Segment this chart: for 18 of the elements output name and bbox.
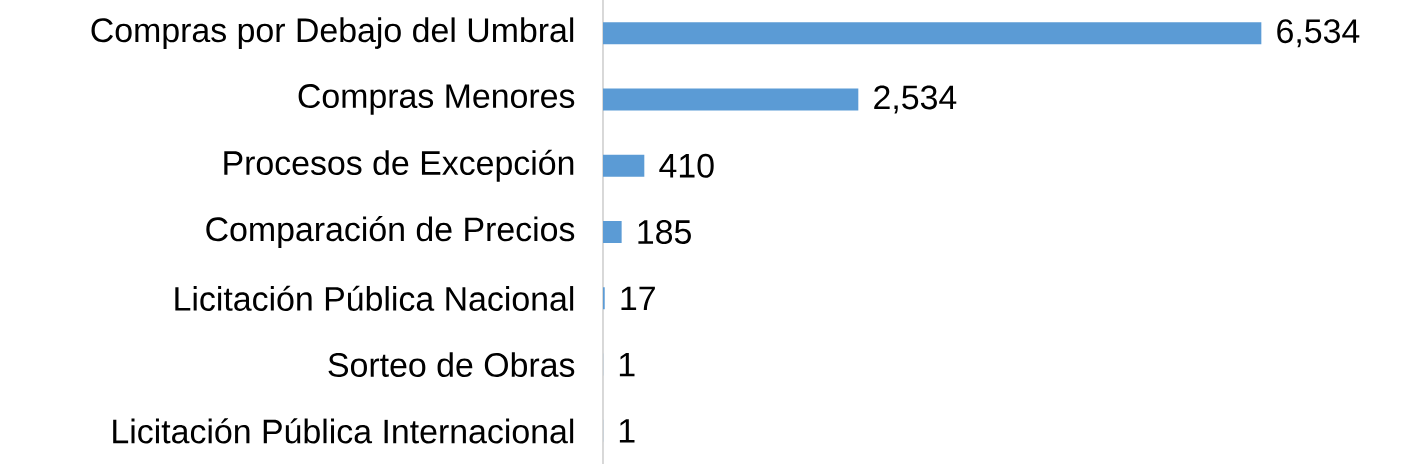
bar — [603, 22, 1262, 45]
data-label: 185 — [638, 220, 691, 244]
y-tick-label: Licitación Pública Internacional — [113, 418, 574, 444]
bar — [603, 154, 645, 177]
data-label: 1 — [619, 419, 635, 443]
y-tick-label: Sorteo de Obras — [328, 352, 575, 378]
data-label: 1 — [619, 352, 635, 377]
data-label: 2,534 — [874, 85, 957, 114]
y-tick-label: Procesos de Excepción — [224, 149, 574, 182]
y-tick-label: Licitación Pública Nacional — [175, 285, 574, 311]
y-tick-label: Comparación de Precios — [206, 216, 575, 248]
y-tick-label: Compras por Debajo del Umbral — [91, 17, 574, 49]
y-tick-label: Compras Menores — [298, 84, 575, 115]
data-label: 410 — [659, 153, 714, 178]
data-label: 6,534 — [1277, 19, 1360, 48]
data-label: 17 — [621, 286, 655, 310]
bar — [603, 221, 622, 244]
bar — [603, 88, 859, 111]
